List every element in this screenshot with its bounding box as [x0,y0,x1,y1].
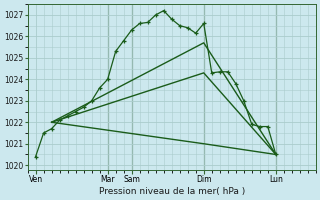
X-axis label: Pression niveau de la mer( hPa ): Pression niveau de la mer( hPa ) [99,187,245,196]
